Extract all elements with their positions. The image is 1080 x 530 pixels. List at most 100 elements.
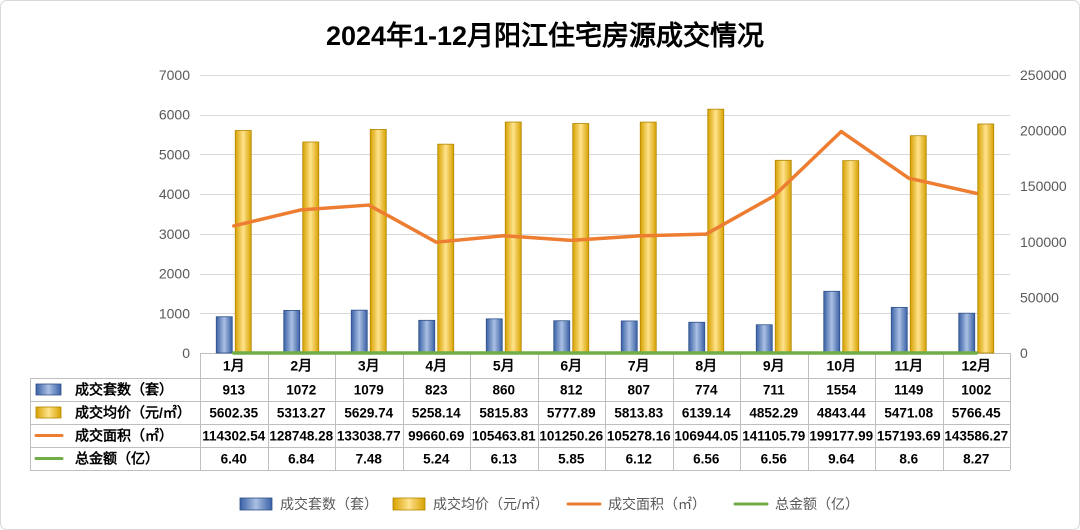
legend-label: 成交均价（元/㎡） xyxy=(433,496,549,512)
bar xyxy=(620,320,638,354)
legend-label: 成交面积（㎡） xyxy=(608,496,706,512)
table-cell: 5813.83 xyxy=(614,406,663,421)
table-cell: 6139.14 xyxy=(682,406,731,421)
category-label: 1月 xyxy=(223,358,245,374)
line-point xyxy=(974,351,978,355)
table-cell: 6.12 xyxy=(626,452,652,467)
table-cell: 1072 xyxy=(286,383,316,398)
table-cell: 9.64 xyxy=(828,452,855,467)
table-cell: 5777.89 xyxy=(547,406,596,421)
table-row-label: 成交套数（套） xyxy=(75,382,173,398)
table-cell: 5602.35 xyxy=(209,406,258,421)
legend-label: 总金额（亿） xyxy=(775,496,859,512)
table-cell: 133038.77 xyxy=(337,429,401,444)
legend: 成交套数（套） 成交均价（元/㎡） 成交面积（㎡） 总金额（亿） xyxy=(239,496,859,512)
line-series-group xyxy=(232,129,978,355)
bar xyxy=(418,319,436,354)
table-cell: 128748.28 xyxy=(269,429,333,444)
table-cell: 4843.44 xyxy=(817,406,866,421)
y-left-tick-label: 0 xyxy=(182,345,190,361)
table-cell: 157193.69 xyxy=(877,429,941,444)
table-cell: 143586.27 xyxy=(944,429,1008,444)
table-cell: 711 xyxy=(763,383,785,398)
category-label: 7月 xyxy=(628,358,650,374)
table-row-label: 成交均价（元/㎡） xyxy=(75,405,191,421)
bar xyxy=(977,123,995,354)
line-point xyxy=(569,351,573,355)
table-cell: 823 xyxy=(425,383,448,398)
table-legend-marker xyxy=(35,383,62,396)
table-row: 成交套数（套） 913 1072 1079 823 860 812 807 774 711 1554… xyxy=(35,382,991,398)
table-cell: 105278.16 xyxy=(607,429,671,444)
table-cell: 4852.29 xyxy=(749,406,798,421)
table-cell: 6.56 xyxy=(761,452,788,467)
table-row: 总金额（亿） 6.40 6.84 7.48 5.24 6.13 5.85 6.12 6.56 6.… xyxy=(34,451,989,467)
category-label: 10月 xyxy=(826,358,856,374)
y-left-tick-label: 4000 xyxy=(159,186,190,202)
bar xyxy=(890,306,908,354)
table-cell: 5766.45 xyxy=(952,406,1001,421)
y-axis-left: 0 1000 2000 3000 4000 5000 6000 7000 xyxy=(159,67,190,361)
line-point xyxy=(772,194,776,198)
y-right-tick-label: 100000 xyxy=(1020,234,1067,250)
bar xyxy=(842,160,860,354)
line-point xyxy=(502,351,506,355)
y-left-tick-label: 2000 xyxy=(159,266,190,282)
line-point xyxy=(704,232,708,236)
legend-marker xyxy=(392,497,426,511)
legend-item: 成交套数（套） xyxy=(239,496,378,512)
legend-item: 成交面积（㎡） xyxy=(566,496,706,512)
table-cell: 860 xyxy=(492,383,515,398)
line-point xyxy=(434,240,438,244)
y-axis-right: 0 50000 100000 150000 200000 250000 xyxy=(1020,67,1067,361)
bar xyxy=(553,320,571,354)
table-cell: 106944.05 xyxy=(674,429,738,444)
bar xyxy=(909,135,927,354)
table-cell: 99660.69 xyxy=(408,429,464,444)
table-cell: 5471.08 xyxy=(884,406,933,421)
y-right-tick-label: 150000 xyxy=(1020,178,1067,194)
category-label: 2月 xyxy=(290,358,312,374)
line-point xyxy=(772,351,776,355)
table-cell: 8.6 xyxy=(899,452,918,467)
table-row: 成交均价（元/㎡） 5602.35 5313.27 5629.74 5258.14 581… xyxy=(35,405,1001,421)
y-left-tick-label: 1000 xyxy=(159,305,190,321)
table-cell: 7.48 xyxy=(356,452,383,467)
bar xyxy=(350,309,368,354)
table-row-label: 总金额（亿） xyxy=(75,451,159,467)
bar xyxy=(485,318,503,354)
table-cell: 5.24 xyxy=(423,452,450,467)
table-cell: 5.85 xyxy=(558,452,585,467)
table-cell: 8.27 xyxy=(963,452,989,467)
legend-label: 成交套数（套） xyxy=(280,496,378,512)
line-point xyxy=(299,208,303,212)
line-point xyxy=(367,203,371,207)
table-cell: 6.13 xyxy=(491,452,518,467)
table-cell: 5313.27 xyxy=(277,406,326,421)
bar xyxy=(823,290,841,354)
y-left-tick-label: 6000 xyxy=(159,107,190,123)
table-cell: 5815.83 xyxy=(479,406,528,421)
line-point xyxy=(637,234,641,238)
line-point xyxy=(704,351,708,355)
category-label: 5月 xyxy=(493,358,515,374)
line-point xyxy=(839,130,843,134)
table-cell: 141105.79 xyxy=(742,429,805,444)
category-label: 6月 xyxy=(560,358,582,374)
line-point xyxy=(367,351,371,355)
table-cell: 1554 xyxy=(826,383,857,398)
y-right-tick-label: 200000 xyxy=(1020,123,1067,139)
bar xyxy=(688,321,706,354)
category-label: 11月 xyxy=(894,358,923,374)
y-right-tick-label: 0 xyxy=(1020,345,1028,361)
line-point xyxy=(907,351,911,355)
line-point xyxy=(569,238,573,242)
y-left-tick-label: 7000 xyxy=(159,67,190,83)
category-label: 9月 xyxy=(763,358,785,374)
category-label: 12月 xyxy=(961,358,991,374)
bar-series-group xyxy=(215,108,995,354)
legend-item: 成交均价（元/㎡） xyxy=(392,496,549,512)
table-legend-marker xyxy=(35,406,62,419)
